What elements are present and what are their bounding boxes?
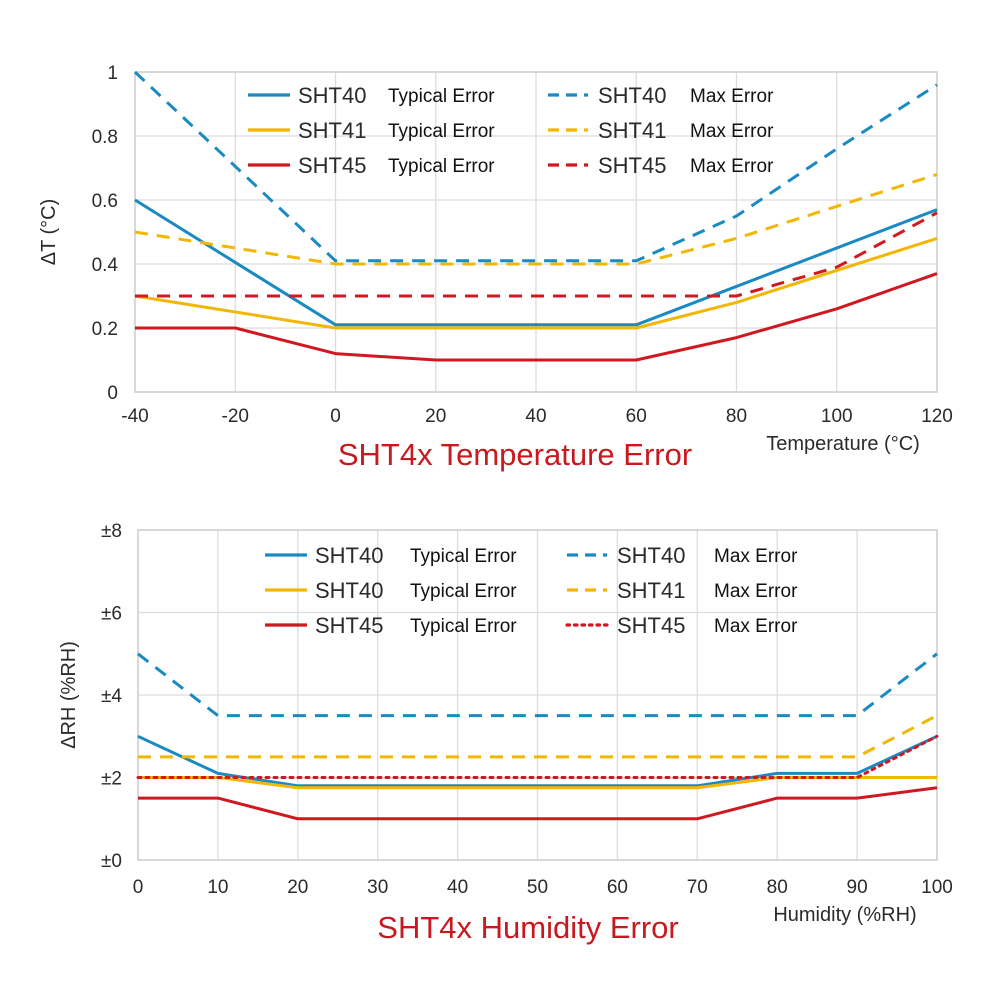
y-tick-label: ±8 <box>101 521 122 542</box>
legend-series-name: SHT41 <box>298 118 366 143</box>
x-tick-label: 120 <box>921 406 953 427</box>
y-tick-label: ±0 <box>101 851 122 872</box>
plot-frame <box>137 529 938 861</box>
chart-title: SHT4x Temperature Error <box>338 437 692 472</box>
y-axis-title: ΔT (°C) <box>38 199 60 266</box>
legend-series-desc: Typical Error <box>388 86 495 107</box>
x-tick-label: 20 <box>287 877 308 898</box>
y-tick-label: 0.8 <box>92 127 118 148</box>
legend-series-name: SHT45 <box>315 613 383 638</box>
series-line-sht45-typical <box>135 272 938 362</box>
x-tick-label: 40 <box>447 877 468 898</box>
legend-series-desc: Max Error <box>714 616 798 637</box>
legend-series-desc: Max Error <box>690 86 774 107</box>
x-tick-label: 40 <box>525 406 546 427</box>
y-tick-label: ±6 <box>101 604 122 625</box>
legend-series-name: SHT45 <box>598 153 666 178</box>
series-line-sht40-max <box>133 70 938 263</box>
series-line-sht41-max <box>138 714 938 759</box>
legend-series-desc: Typical Error <box>388 121 495 142</box>
legend-series-name: SHT45 <box>298 153 366 178</box>
temperature-error-chart: -40 -20 0 20 40 60 80 100 120 0 0.2 0.4 0.6 0.8 1 Tempe… <box>38 63 953 472</box>
y-axis-title: ΔRH (%RH) <box>58 641 80 749</box>
x-tick-label: 80 <box>767 877 788 898</box>
legend-series-desc: Max Error <box>690 121 774 142</box>
series-line-sht41-max <box>134 172 938 266</box>
legend-series-desc: Typical Error <box>410 616 517 637</box>
legend-series-desc: Max Error <box>714 581 798 602</box>
series-line-sht40-typical <box>137 734 938 788</box>
y-tick-label: ±2 <box>101 769 122 790</box>
series-line-sht40-typical <box>134 198 938 327</box>
x-tick-label: 60 <box>607 877 628 898</box>
x-tick-label: 50 <box>527 877 548 898</box>
x-tick-label: 90 <box>847 877 868 898</box>
x-tick-label: 10 <box>207 877 228 898</box>
grid <box>134 71 938 393</box>
x-tick-label: 0 <box>330 406 341 427</box>
series-line-sht40-max <box>137 652 938 718</box>
x-tick-label: 100 <box>821 406 853 427</box>
legend-series-name: SHT40 <box>617 543 685 568</box>
humidity-error-chart: 0 10 20 30 40 50 60 70 80 90 100 ±0 ±2 ±4 ±6 ±8 Humidity… <box>58 521 953 945</box>
x-axis-title: Temperature (°C) <box>766 433 920 455</box>
x-tick-label: 30 <box>367 877 388 898</box>
series-line-sht41-typical <box>134 236 938 330</box>
x-tick-label: 0 <box>133 877 144 898</box>
legend-series-desc: Max Error <box>690 156 774 177</box>
legend: SHT40 Typical Error SHT41 Typical Error SHT4… <box>248 83 774 178</box>
legend: SHT40 Typical Error SHT40 Typical Error SHT4… <box>265 543 798 638</box>
legend-series-desc: Typical Error <box>410 546 517 567</box>
legend-series-name: SHT40 <box>315 543 383 568</box>
legend-series-name: SHT40 <box>315 578 383 603</box>
x-tick-label: 100 <box>921 877 953 898</box>
x-tick-label: -40 <box>121 406 148 427</box>
y-tick-label: 0.4 <box>92 255 119 276</box>
legend-series-name: SHT41 <box>617 578 685 603</box>
chart-title: SHT4x Humidity Error <box>377 910 678 945</box>
legend-series-name: SHT40 <box>598 83 666 108</box>
y-tick-label: 1 <box>107 63 118 84</box>
legend-series-name: SHT45 <box>617 613 685 638</box>
legend-series-desc: Typical Error <box>410 581 517 602</box>
y-tick-label: ±4 <box>101 686 122 707</box>
series-line-sht45-typical <box>138 786 938 821</box>
y-tick-label: 0 <box>107 383 118 404</box>
legend-series-name: SHT40 <box>298 83 366 108</box>
legend-series-name: SHT41 <box>598 118 666 143</box>
x-tick-label: 60 <box>626 406 647 427</box>
series-line-sht45-max <box>136 734 939 779</box>
y-tick-label: 0.6 <box>92 191 118 212</box>
y-tick-label: 0.2 <box>92 319 118 340</box>
x-tick-label: 20 <box>425 406 446 427</box>
x-tick-label: 80 <box>726 406 747 427</box>
x-tick-label: -20 <box>222 406 249 427</box>
legend-series-desc: Typical Error <box>388 156 495 177</box>
legend-series-desc: Max Error <box>714 546 798 567</box>
x-tick-label: 70 <box>687 877 708 898</box>
x-axis-title: Humidity (%RH) <box>773 904 916 926</box>
grid <box>137 529 938 861</box>
